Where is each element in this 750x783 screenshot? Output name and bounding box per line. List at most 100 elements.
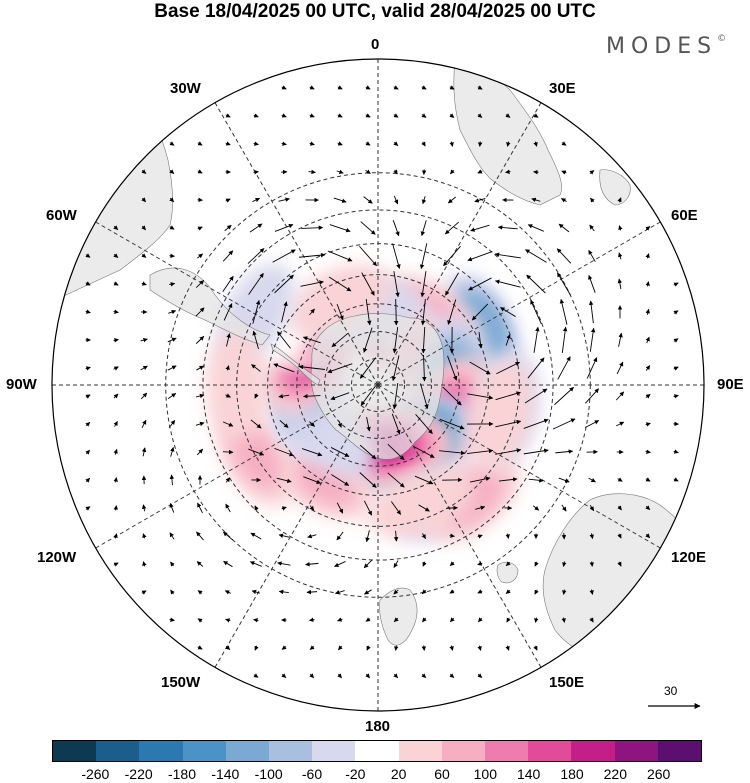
wind-arrow [439,450,466,456]
wind-arrow [449,589,455,594]
wind-arrow [589,617,594,623]
wind-arrow [387,443,405,461]
wind-arrow [449,561,455,566]
wind-arrow [617,278,623,290]
lon-label-0: 0 [371,36,380,53]
wind-arrow [645,393,651,399]
wind-arrow [557,356,571,380]
wind-arrow [303,476,322,484]
wind-arrow [113,505,119,511]
wind-arrow [589,589,594,595]
wind-arrow [617,477,623,482]
wind-arrow [113,253,119,258]
land-layer [54,59,704,667]
wind-arrow [393,645,399,651]
wind-arrow [533,326,540,353]
meridian-line [377,384,560,699]
wind-arrow [393,530,399,542]
wind-arrow [301,448,323,457]
wind-arrow [305,561,319,567]
wind-arrow [363,559,373,569]
lon-label-30w: 30W [170,80,201,97]
wind-arrow [418,504,430,512]
wind-arrow [562,589,567,595]
wind-arrow [673,449,679,454]
wind-arrow [197,618,203,623]
wind-arrow [447,196,456,204]
colorbar-swatch [657,741,702,761]
wind-arrow [496,361,521,375]
colorbar-swatch [139,741,183,761]
map-title: Base 18/04/2025 00 UTC, valid 28/04/2025… [154,1,596,22]
wind-arrow [645,226,651,231]
wind-arrow [387,472,405,488]
wind-arrow [421,589,427,595]
wind-arrow [337,420,342,428]
wind-arrow [309,113,315,118]
wind-arrow [141,281,147,286]
wind-arrow [449,85,455,90]
wind-arrow [327,363,353,374]
africa [453,59,562,206]
wind-arrow [306,589,318,595]
colorbar-tick-label: -100 [254,766,283,782]
wind-arrow [477,645,482,651]
colorbar-swatch [571,741,615,761]
wind-arrow [250,419,262,429]
wind-arrow [197,253,204,259]
wind-arrow [420,383,429,409]
colorbar-swatch [528,741,572,761]
wind-arrow [561,141,567,146]
wind-arrow [532,505,540,511]
wind-arrow [393,560,399,568]
wind-arrow [554,386,574,406]
wind-arrow [420,220,427,237]
wind-arrow [278,393,290,399]
wind-arrow [85,449,90,455]
wind-arrow [170,446,175,457]
lon-label-150w: 150W [161,674,201,691]
wind-arrow [589,170,595,175]
wind-arrow [141,225,146,231]
wind-arrow [586,357,598,379]
latitude-circle [350,357,406,413]
wind-arrow [225,503,231,513]
lon-label-150e: 150E [549,674,585,691]
wind-arrow [302,336,321,344]
wind-arrow [562,561,567,567]
wind-arrow [618,252,623,260]
wind-arrow [196,448,204,456]
wind-arrow [645,281,650,287]
wind-arrow [170,561,175,567]
south-america-south [149,267,271,346]
wind-arrow [281,85,287,90]
wind-arrow [617,197,622,203]
wind-arrow [142,533,147,539]
wind-arrow [449,141,454,147]
wind-arrow [141,590,147,595]
lon-label-90e: 90E [717,376,744,393]
wind-arrow [446,505,458,511]
wind-arrow [475,505,486,510]
wind-arrow [141,447,147,457]
colorbar-swatch [96,741,140,761]
wind-arrow [223,560,233,568]
wind-arrow [222,449,234,455]
lat-lon-graticule [52,59,704,711]
meridian-line [377,384,692,567]
wind-arrow [274,447,294,457]
wind-arrow [533,169,539,175]
wind-arrow [225,365,230,371]
wind-arrow [361,272,375,296]
wind-arrow [277,331,291,349]
wind-arrow [477,141,483,147]
wind-arrow [308,169,316,175]
colorbar-swatch [441,741,486,761]
wind-arrow [336,303,344,321]
wind-arrow [337,617,343,622]
wind-arrow [141,419,147,429]
wind-arrow [365,299,372,326]
wind-arrow [253,113,259,118]
wind-arrow [85,366,91,371]
